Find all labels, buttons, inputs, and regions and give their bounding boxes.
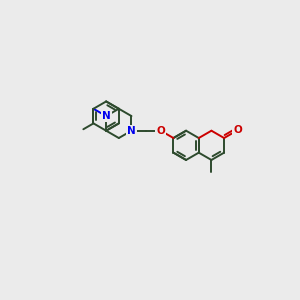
Text: N: N (127, 126, 136, 136)
Text: N: N (102, 111, 110, 121)
Text: N: N (127, 126, 136, 136)
Text: O: O (234, 125, 242, 135)
Text: O: O (156, 126, 165, 136)
Text: N: N (102, 111, 110, 121)
Text: O: O (156, 126, 165, 136)
Text: O: O (233, 125, 242, 135)
